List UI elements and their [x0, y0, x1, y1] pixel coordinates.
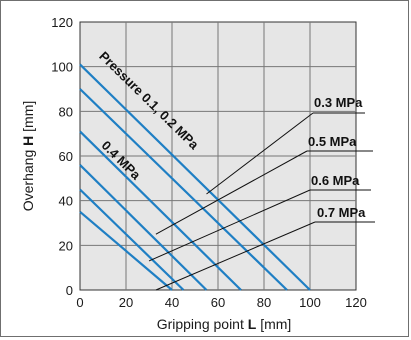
annotation-leader	[148, 189, 311, 262]
y-tick-label: 20	[59, 238, 73, 253]
series-line	[79, 164, 208, 291]
axis-titles: Gripping point L [mm] Overhang H [mm]	[20, 101, 291, 332]
y-tick-label: 80	[59, 104, 73, 119]
x-tick-label: 80	[257, 295, 271, 310]
x-axis-title: Gripping point L [mm]	[157, 316, 292, 332]
series-lines	[79, 63, 311, 291]
x-tick-label: 100	[299, 295, 321, 310]
series-line	[79, 88, 288, 291]
y-tick-label: 60	[59, 149, 73, 164]
x-tick-label: 120	[345, 295, 367, 310]
series-line	[79, 210, 173, 291]
annotation-leader	[155, 150, 308, 235]
x-tick-label: 40	[165, 295, 179, 310]
y-tick-label: 120	[51, 15, 73, 30]
annotation-label: 0.7 MPa	[317, 205, 366, 220]
y-tick-label: 0	[66, 283, 73, 298]
x-tick-label: 20	[119, 295, 133, 310]
y-tick-label: 40	[59, 194, 73, 209]
annotation-leaders	[148, 112, 375, 291]
y-axis-title: Overhang H [mm]	[20, 101, 36, 212]
series-line	[79, 130, 242, 291]
series-line	[79, 63, 311, 291]
annotation-label: 0.6 MPa	[311, 173, 360, 188]
x-tick-label: 60	[211, 295, 225, 310]
annotation-label: 0.3 MPa	[314, 95, 363, 110]
annotation-label: 0.5 MPa	[308, 134, 357, 149]
y-tick-label: 100	[51, 60, 73, 75]
annotation-leader	[155, 221, 316, 291]
x-tick-label: 0	[76, 295, 83, 310]
tick-labels: 0 20 40 60 80 100 120 0 20 40 60 80 100 120	[51, 15, 367, 310]
grid-lines	[80, 22, 356, 290]
series-line	[79, 188, 185, 291]
annotation-leader	[206, 112, 314, 195]
